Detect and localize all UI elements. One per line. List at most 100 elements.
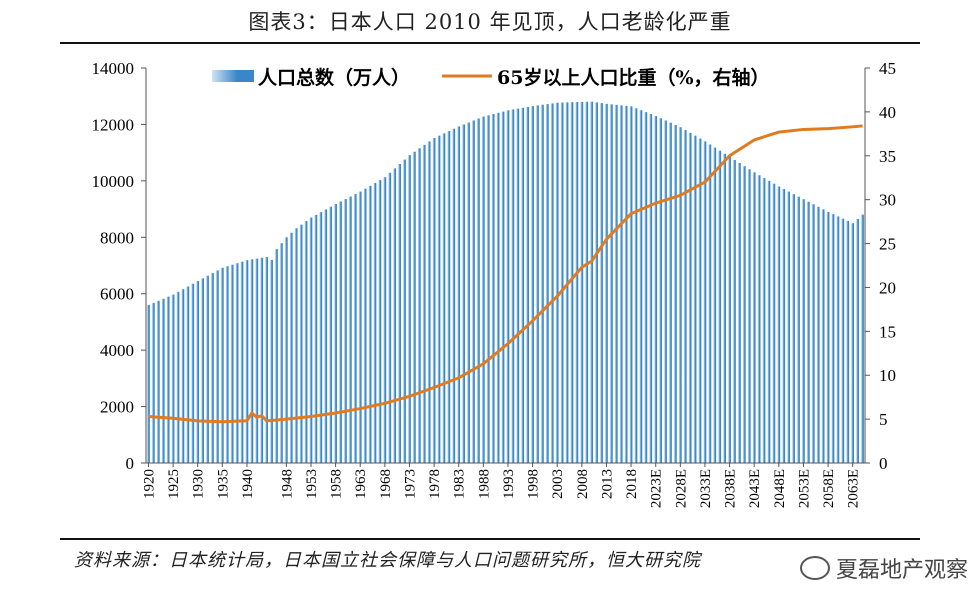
bar — [664, 120, 667, 463]
bar — [270, 259, 273, 463]
bar — [792, 194, 795, 463]
x-tick-label: 2013 — [600, 469, 616, 499]
left-tick-label: 8000 — [100, 228, 134, 247]
bar — [314, 214, 318, 463]
bar — [437, 135, 441, 463]
x-tick-label: 1935 — [215, 469, 231, 499]
left-tick-label: 6000 — [100, 285, 134, 304]
bar — [723, 153, 726, 463]
bar — [580, 101, 584, 464]
x-tick-label: 2023E — [649, 469, 665, 508]
right-tick-label: 45 — [879, 59, 896, 78]
bar — [462, 124, 465, 464]
x-tick-label: 1988 — [476, 469, 492, 499]
chart-title: 图表3：日本人口 2010 年见顶，人口老龄化严重 — [248, 10, 732, 34]
x-tick-label: 1920 — [142, 469, 158, 499]
bar — [585, 101, 589, 464]
bar — [619, 105, 623, 464]
bar — [353, 194, 357, 463]
bar — [324, 209, 328, 463]
x-tick-label: 1998 — [526, 469, 542, 499]
right-tick-label: 25 — [879, 235, 896, 254]
bar-series — [147, 101, 864, 464]
right-tick-label: 0 — [879, 454, 888, 473]
bar — [826, 211, 830, 463]
bar — [413, 151, 416, 464]
line-series — [148, 124, 863, 424]
bar — [807, 201, 810, 464]
bar — [211, 273, 214, 463]
bar — [368, 185, 372, 463]
axes: 0 2000 4000 6000 8000 10000 12000 14000 0 5 10 15 20… — [92, 59, 897, 508]
bar — [260, 257, 264, 463]
bar — [442, 133, 446, 463]
bar — [166, 296, 170, 463]
bar — [644, 112, 648, 463]
x-tick-label: 2018 — [624, 469, 640, 499]
bar — [728, 156, 731, 464]
bar — [403, 159, 406, 463]
bar — [491, 114, 495, 464]
bar — [432, 137, 436, 463]
top-rule — [60, 42, 920, 44]
left-tick-label: 2000 — [100, 398, 134, 417]
legend-bar-label: 人口总数（万人） — [258, 66, 410, 89]
bar — [181, 289, 185, 463]
bar — [669, 122, 672, 464]
bar — [383, 177, 387, 463]
bar — [688, 132, 692, 463]
bar — [191, 283, 195, 463]
x-tick-label: 1953 — [304, 469, 320, 499]
bar — [836, 216, 840, 463]
bar — [240, 261, 244, 463]
bar — [683, 130, 687, 463]
aged-share-line — [148, 124, 863, 424]
bar — [486, 115, 490, 463]
bar — [767, 180, 771, 464]
x-tick-label: 1940 — [240, 469, 256, 499]
x-tick-label: 2053E — [796, 469, 812, 508]
left-tick-label: 4000 — [100, 341, 134, 360]
bar — [427, 141, 431, 463]
bar — [280, 243, 283, 463]
bar — [152, 302, 155, 463]
bottom-rule — [60, 538, 920, 540]
x-tick-label: 2028E — [673, 469, 689, 508]
x-tick-label: 2063E — [846, 469, 862, 508]
bar — [147, 305, 150, 463]
bar — [555, 102, 559, 463]
bar — [319, 212, 323, 463]
x-tick-label: 1973 — [403, 469, 419, 499]
bar — [526, 106, 530, 463]
x-tick-label: 1993 — [501, 469, 517, 499]
bar — [358, 191, 362, 463]
bar — [408, 155, 411, 463]
x-tick-label: 1958 — [329, 469, 345, 499]
bar — [467, 122, 470, 463]
bar — [654, 115, 658, 464]
bar — [496, 112, 500, 464]
x-tick-label: 2003 — [550, 469, 566, 499]
x-tick-label: 1983 — [452, 469, 468, 499]
bar — [639, 110, 643, 464]
left-tick-label: 10000 — [92, 172, 135, 191]
bar — [206, 275, 209, 463]
x-tick-label: 2033E — [698, 469, 714, 508]
bar — [196, 281, 200, 463]
bar — [216, 270, 219, 463]
bar — [541, 104, 544, 464]
bar — [531, 106, 534, 463]
bar — [220, 267, 224, 463]
right-tick-label: 40 — [879, 103, 896, 122]
bar — [506, 110, 510, 463]
bar — [841, 218, 845, 463]
bar — [388, 172, 392, 464]
bar — [225, 266, 229, 463]
bar — [516, 108, 520, 463]
bar — [674, 124, 677, 464]
bar — [846, 220, 850, 463]
bar — [678, 127, 682, 463]
bar — [629, 106, 633, 464]
bar — [201, 278, 204, 463]
bar — [698, 138, 702, 464]
